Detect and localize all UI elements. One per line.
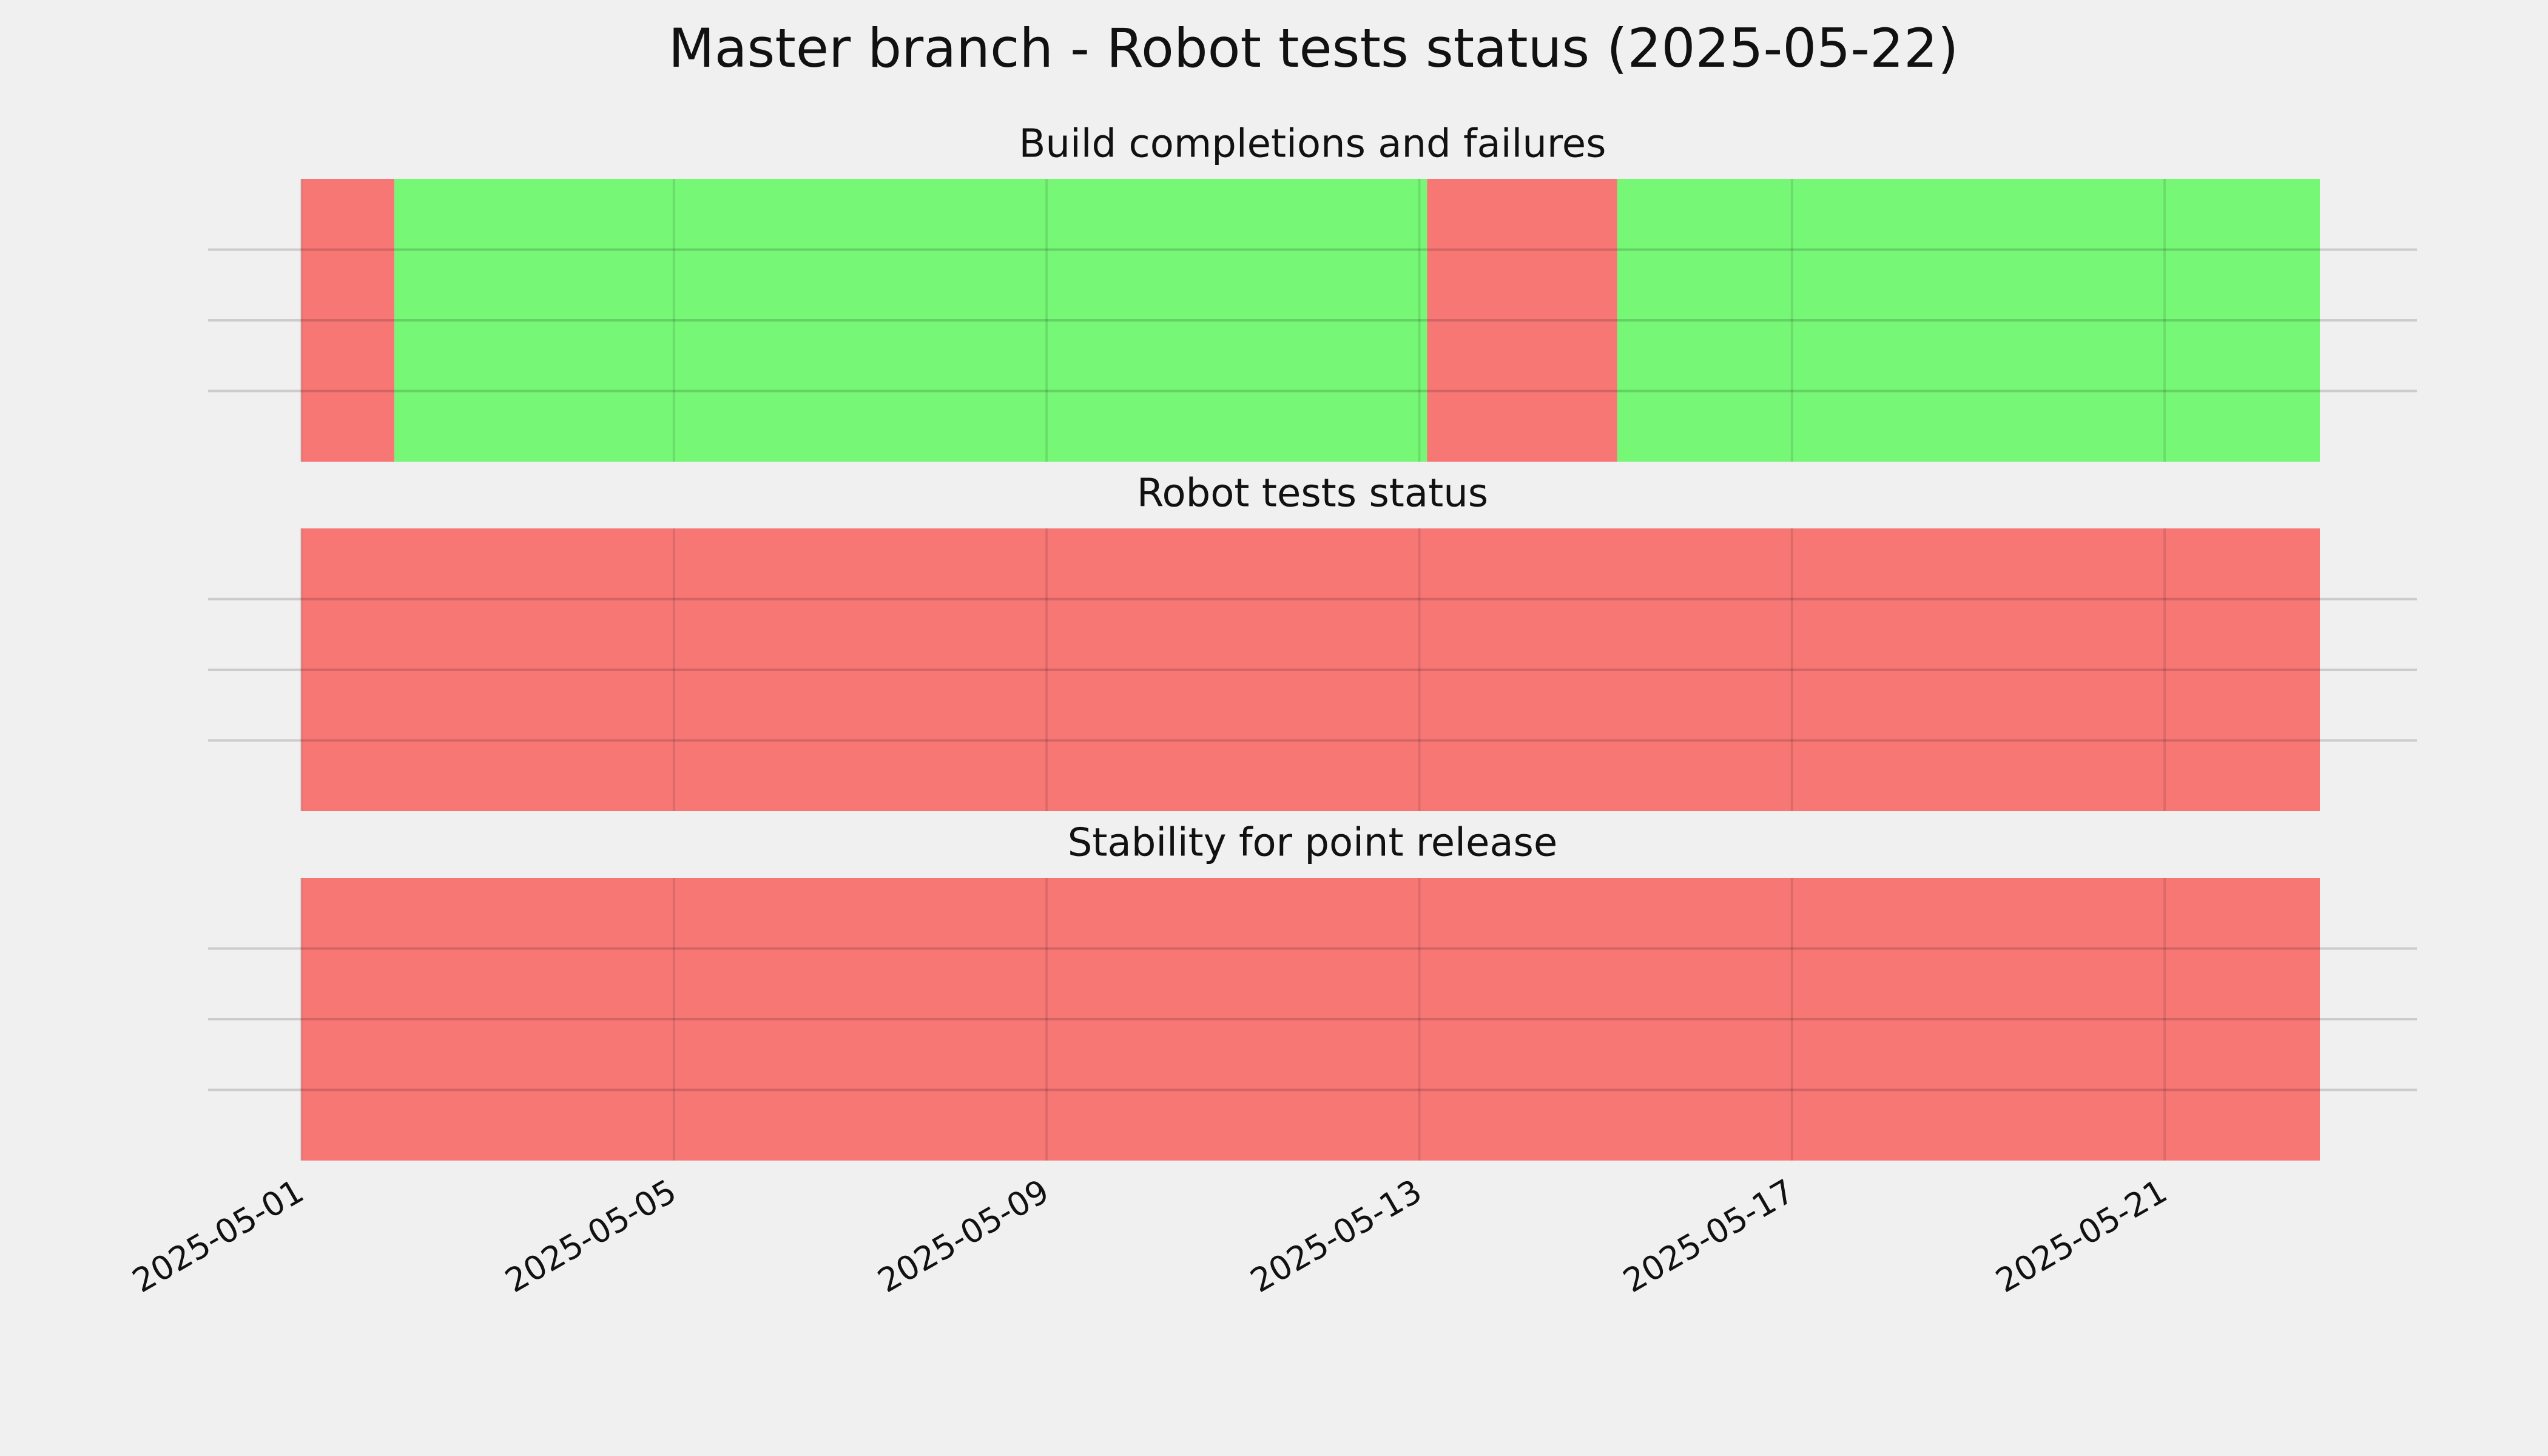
status-band	[1617, 179, 2320, 462]
status-band	[301, 179, 395, 462]
status-band	[301, 528, 2320, 811]
status-band	[394, 179, 1427, 462]
figure-title: Master branch - Robot tests status (2025…	[669, 17, 1959, 79]
status-band	[301, 878, 2320, 1161]
subplot-title: Robot tests status	[1137, 471, 1488, 516]
status-band	[1427, 179, 1617, 462]
subplot-title: Stability for point release	[1068, 821, 1558, 866]
subplot-title: Build completions and failures	[1019, 122, 1606, 167]
